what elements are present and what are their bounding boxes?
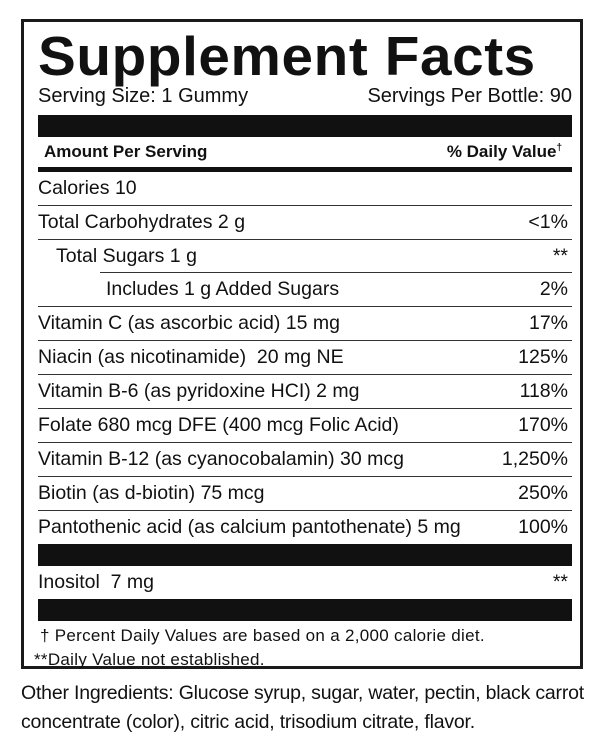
- daily-value-text: % Daily Value: [446, 142, 557, 161]
- nutrient-row: Vitamin B-12 (as cyanocobalamin) 30 mcg 1…: [38, 443, 572, 477]
- serving-size: Serving Size: 1 Gummy: [38, 85, 249, 107]
- nutrient-name: Total Sugars 1 g: [56, 245, 197, 267]
- column-header: Amount Per Serving % Daily Value†: [38, 137, 572, 167]
- nutrient-row: Calories 10: [38, 172, 572, 206]
- nutrient-row: Biotin (as d-biotin) 75 mcg 250%: [38, 477, 572, 511]
- nutrient-row: Includes 1 g Added Sugars 2%: [38, 273, 572, 307]
- footnotes: † Percent Daily Values are based on a 2,…: [34, 624, 572, 672]
- nutrient-name: Vitamin C (as ascorbic acid) 15 mg: [38, 312, 341, 334]
- serving-info: Serving Size: 1 Gummy Servings Per Bottl…: [38, 84, 572, 108]
- nutrient-row: Pantothenic acid (as calcium pantothenat…: [38, 511, 572, 544]
- nutrient-row: Total Sugars 1 g **: [38, 240, 572, 273]
- dagger-mark: †: [556, 142, 562, 154]
- nutrient-name: Niacin (as nicotinamide) 20 mg NE: [38, 346, 344, 368]
- nutrient-name: Folate 680 mcg DFE (400 mcg Folic Acid): [38, 414, 399, 436]
- daily-value: 2%: [539, 278, 568, 300]
- daily-value: 1,250%: [501, 448, 568, 470]
- nutrient-name: Inositol 7 mg: [38, 571, 154, 593]
- divider-bar: [38, 599, 572, 621]
- nutrient-row: Vitamin C (as ascorbic acid) 15 mg 17%: [38, 307, 572, 341]
- nutrient-row: Vitamin B-6 (as pyridoxine HCI) 2 mg 118%: [38, 375, 572, 409]
- daily-value: **: [552, 571, 568, 593]
- daily-value: 170%: [518, 414, 568, 436]
- daily-value: **: [552, 245, 568, 267]
- daily-value: 125%: [518, 346, 568, 368]
- nutrient-row: Inositol 7 mg **: [38, 566, 572, 599]
- nutrient-row: Total Carbohydrates 2 g <1%: [38, 206, 572, 240]
- nutrient-row: Folate 680 mcg DFE (400 mcg Folic Acid) 1…: [38, 409, 572, 443]
- footnote: **Daily Value not established.: [34, 650, 265, 669]
- footnote: † Percent Daily Values are based on a 2,…: [40, 626, 485, 645]
- other-ingredients: Other Ingredients: Glucose syrup, sugar,…: [21, 682, 585, 733]
- daily-value: 17%: [528, 312, 568, 334]
- daily-value: 250%: [518, 482, 568, 504]
- nutrient-name: Biotin (as d-biotin) 75 mcg: [38, 482, 265, 504]
- nutrient-name: Includes 1 g Added Sugars: [106, 278, 340, 300]
- nutrient-name: Calories 10: [38, 177, 137, 199]
- nutrient-name: Pantothenic acid (as calcium pantothenat…: [38, 516, 461, 538]
- daily-value: 100%: [518, 516, 568, 538]
- panel-title: Supplement Facts: [38, 25, 536, 87]
- nutrient-name: Vitamin B-6 (as pyridoxine HCI) 2 mg: [38, 380, 360, 402]
- divider-bar: [38, 544, 572, 566]
- nutrient-row: Niacin (as nicotinamide) 20 mg NE 125%: [38, 341, 572, 375]
- amount-per-serving-label: Amount Per Serving: [44, 142, 208, 161]
- daily-value-label: % Daily Value†: [447, 142, 562, 162]
- nutrient-name: Vitamin B-12 (as cyanocobalamin) 30 mcg: [38, 448, 404, 470]
- servings-per-bottle: Servings Per Bottle: 90: [367, 85, 572, 107]
- nutrient-name: Total Carbohydrates 2 g: [38, 211, 246, 233]
- daily-value: <1%: [528, 211, 568, 233]
- divider-bar: [38, 115, 572, 137]
- thick-divider: [38, 167, 572, 172]
- supplement-facts-panel: Supplement Facts Serving Size: 1 Gummy S…: [21, 19, 583, 669]
- daily-value: 118%: [519, 380, 568, 402]
